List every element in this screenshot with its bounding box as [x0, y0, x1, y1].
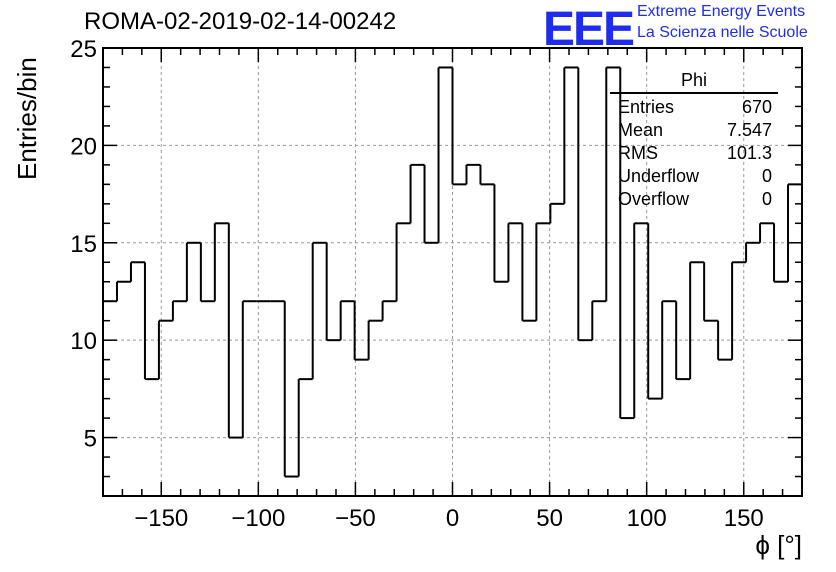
stats-value: 101.3 — [726, 143, 772, 163]
eee-logo: EEE — [543, 3, 635, 56]
x-tick-label: 150 — [724, 505, 764, 532]
x-tick-label: 50 — [536, 505, 563, 532]
tick-labels: −150 −100 −50 0 50 100 150 5 10 15 20 25 — [70, 36, 763, 532]
y-tick-label: 15 — [70, 231, 97, 258]
stats-label: Mean — [618, 120, 664, 140]
axis-ticks — [102, 47, 803, 497]
x-tick-label: 100 — [627, 505, 667, 532]
x-axis-label: ϕ [°] — [755, 530, 802, 560]
stats-row-entries: Entries 670 — [610, 96, 778, 119]
y-tick-label: 20 — [70, 133, 97, 160]
stats-value: 670 — [741, 97, 772, 117]
logo-line-1: Extreme Energy Events — [637, 3, 806, 20]
x-tick-label: −150 — [134, 505, 188, 532]
stats-row-rms: RMS 101.3 — [610, 142, 778, 165]
stats-title: Phi — [610, 70, 778, 94]
y-axis-label: Entries/bin — [12, 57, 42, 180]
logo-line-2: La Scienza nelle Scuole — [637, 24, 808, 41]
y-tick-label: 10 — [70, 328, 97, 355]
stats-row-overflow: Overflow 0 — [610, 188, 778, 211]
histogram-title: ROMA-02-2019-02-14-00242 — [84, 8, 397, 35]
stats-value: 0 — [761, 189, 772, 209]
stats-label: Entries — [618, 97, 675, 117]
x-tick-label: −50 — [335, 505, 376, 532]
stats-row-underflow: Underflow 0 — [610, 165, 778, 188]
stats-label: RMS — [618, 143, 658, 163]
stats-label: Overflow — [618, 189, 690, 209]
stats-value: 0 — [761, 166, 772, 186]
y-tick-label: 5 — [84, 426, 97, 453]
x-tick-label: −100 — [231, 505, 285, 532]
stats-value: 7.547 — [726, 120, 772, 140]
stats-label: Underflow — [618, 166, 700, 186]
stats-box: Phi Entries 670 Mean 7.547 RMS 101.3 Underf… — [610, 70, 778, 211]
stats-row-mean: Mean 7.547 — [610, 119, 778, 142]
y-tick-label: 25 — [70, 36, 97, 63]
x-tick-label: 0 — [446, 505, 459, 532]
